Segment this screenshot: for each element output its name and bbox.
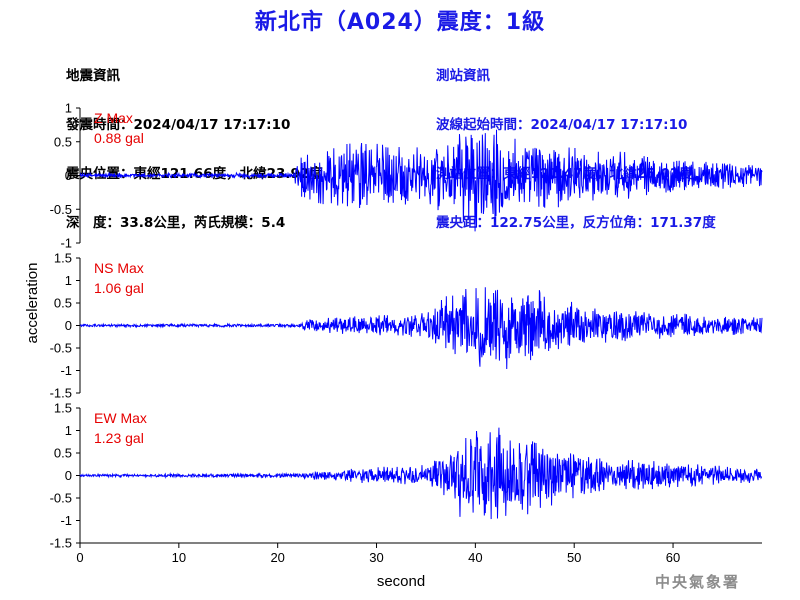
panel-z: 1 0.5 0 -0.5 -1 Z Max 0.88 gal [50,101,763,251]
x-tick-label: 0 [76,550,83,565]
y-tick-label: 0.5 [54,296,72,311]
y-tick-label: 0 [65,318,72,333]
max-label: NS Max [94,260,144,276]
x-tick-label: 60 [666,550,680,565]
x-tick-label: 40 [468,550,482,565]
y-tick-label: 0.5 [54,446,72,461]
earthquake-info-heading: 地震資訊 [66,67,120,84]
origin-time: 發震時間：2024/04/17 17:17:10 [66,117,291,134]
y-tick-label: 1 [65,423,72,438]
wave-start-time: 波線起始時間：2024/04/17 17:17:10 [436,117,688,134]
max-value: 0.88 gal [94,130,144,146]
max-label: Z Max [94,110,133,126]
y-tick-label: -0.5 [50,202,72,217]
earthquake-info-block: 地震資訊 發震時間：2024/04/17 17:17:10 震央位置：東經121… [66,35,323,248]
y-tick-label: -0.5 [50,491,72,506]
y-tick-label: -1 [60,513,72,528]
y-tick-label: 1.5 [54,251,72,266]
y-tick-label: -1.5 [50,536,72,551]
x-tick-label: 50 [567,550,581,565]
x-tick-label: 30 [369,550,383,565]
epicentral-distance-azimuth: 震央距：122.75公里，反方位角：171.37度 [436,215,716,232]
y-tick-label: -1 [60,363,72,378]
x-tick-label: 10 [172,550,186,565]
y-tick-label: 1.5 [54,401,72,416]
y-axis-label: acceleration [24,263,41,344]
y-tick-label: 0 [65,168,72,183]
y-tick-label: -0.5 [50,341,72,356]
y-tick-label: 1 [65,273,72,288]
panel-ns: 1.5 1 0.5 0 -0.5 -1 -1.5 NS Max 1.06 gal [50,251,763,401]
depth-magnitude: 深 度：33.8公里，芮氏規模：5.4 [66,215,286,232]
y-tick-label: -1 [60,236,72,251]
max-value: 1.06 gal [94,280,144,296]
max-label: EW Max [94,410,147,426]
y-tick-label: 1 [65,101,72,116]
max-value: 1.23 gal [94,430,144,446]
chart-title: 新北市（A024）震度：1級 [254,10,546,35]
y-tick-label: 0.5 [54,134,72,149]
x-tick-label: 20 [270,550,284,565]
waveform-trace-z [79,129,763,232]
waveform-trace-ns [79,287,763,370]
y-tick-label: -1.5 [50,386,72,401]
station-info-heading: 測站資訊 [436,67,490,84]
waveform-trace-ew [79,427,763,520]
x-axis-label: second [377,573,425,590]
agency-name: 中央氣象署 [655,573,741,591]
y-tick-label: 0 [65,468,72,483]
panel-ew: 1.5 1 0.5 0 -0.5 -1 -1.5 EW Max 1.23 gal [50,401,763,551]
